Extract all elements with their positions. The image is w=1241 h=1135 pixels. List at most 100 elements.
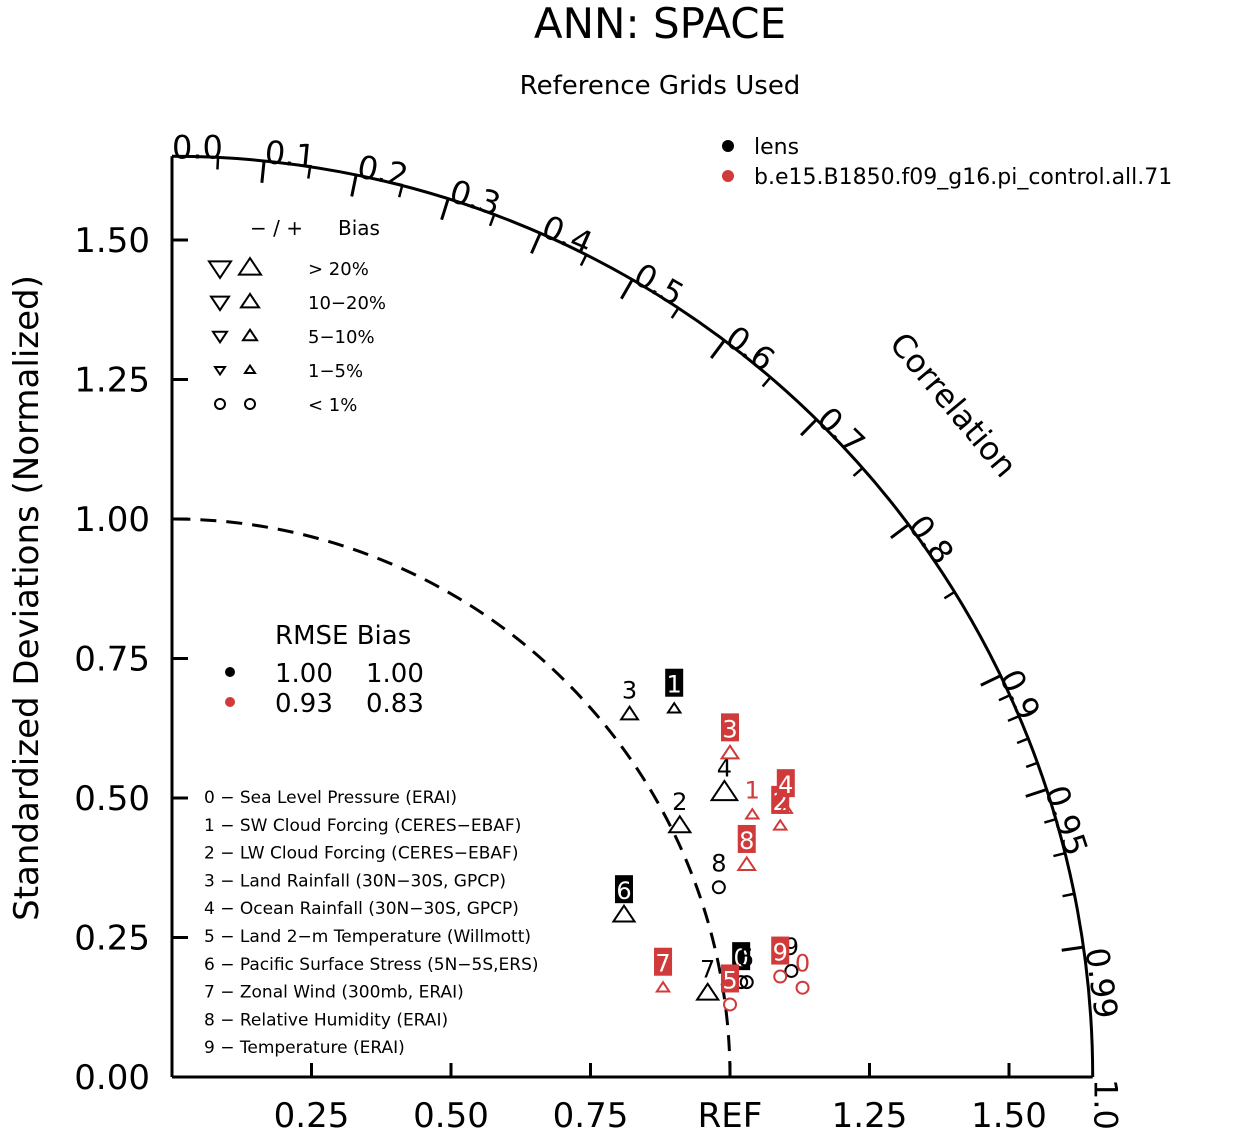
variable-legend-item: 9 − Temperature (ERAI) (204, 1038, 405, 1058)
x-tick-label: 1.25 (832, 1096, 908, 1135)
correlation-minor-tick (307, 166, 312, 179)
data-label: 8 (739, 827, 754, 855)
variable-legend-item: 3 − Land Rainfall (30N−30S, GPCP) (204, 871, 506, 891)
correlation-tick (530, 232, 542, 254)
data-marker (795, 980, 810, 995)
variable-legend-item: 7 − Zonal Wind (300mb, ERAI) (204, 983, 464, 1003)
correlation-tick-label: 0.99 (1078, 945, 1126, 1021)
rmse-legend-dot (225, 667, 235, 677)
variable-legend-item: 5 − Land 2−m Temperature (Willmott) (204, 927, 531, 947)
data-label: 8 (711, 849, 726, 877)
data-label: 1 (745, 777, 760, 805)
data-label: 4 (778, 771, 793, 799)
data-marker (667, 814, 693, 834)
correlation-minor-tick (1053, 851, 1066, 858)
correlation-minor-tick (397, 185, 404, 198)
correlation-minor-tick (579, 254, 588, 267)
data-label-box (737, 824, 756, 853)
data-label-box (614, 875, 633, 904)
circle-icon (244, 398, 256, 410)
bias-legend-label: < 1% (308, 395, 357, 416)
correlation-minor-tick (761, 376, 772, 388)
x-tick-label: 1.50 (971, 1096, 1047, 1135)
y-axis-label: Standardized Deviations (Normalized) (7, 275, 47, 921)
variable-legend-item: 6 − Pacific Surface Stress (5N−5S,ERS) (204, 955, 539, 975)
y-tick-label: 0.25 (74, 919, 150, 959)
bias-legend-value: 1.00 (366, 659, 424, 689)
data-marker (619, 704, 640, 721)
correlation-tick (350, 174, 358, 197)
legend-bias: − / + Bias > 20% 10−20% 5−10% 1−5% < 1% (207, 216, 386, 416)
correlation-minor-tick (1016, 737, 1029, 745)
correlation-tick (710, 339, 726, 359)
correlation-tick (440, 198, 450, 221)
correlation-tick-label: 0.95 (1037, 781, 1095, 861)
y-tick-label: 0.75 (74, 640, 150, 680)
data-marker (654, 980, 672, 993)
triangle-up-icon (237, 256, 263, 276)
correlation-tick-label: 1.0 (1087, 1079, 1125, 1130)
legend-dot (722, 140, 734, 152)
y-tick-label: 0.00 (74, 1058, 150, 1098)
triangle-up-icon (239, 292, 261, 309)
correlation-minor-tick (216, 157, 220, 170)
data-marker (739, 975, 754, 990)
correlation-minor-tick (1025, 761, 1038, 769)
correlation-minor-tick (1007, 715, 1020, 723)
variable-legend-item: 2 − LW Cloud Forcing (CERES−EBAF) (204, 844, 518, 864)
legend-cases: lens b.e15.B1850.f09_g16.pi_control.all.7… (722, 135, 1172, 190)
outer-arc (171, 154, 1095, 1078)
data-label: 9 (773, 939, 788, 967)
bias-legend-title: Bias (338, 216, 380, 240)
chart-title: ANN: SPACE (534, 0, 786, 48)
correlation-tick-label: 0.8 (901, 508, 962, 572)
correlation-tick-label: 0.3 (445, 172, 505, 224)
correlation-tick-label: 0.1 (263, 133, 317, 176)
y-tick-label: 1.25 (74, 361, 150, 401)
data-label-box (771, 936, 790, 965)
correlation-tick (1025, 788, 1048, 798)
data-label: 0 (795, 950, 810, 978)
correlation-tick-label: 0.5 (627, 255, 690, 313)
bias-legend-label: 1−5% (308, 361, 363, 382)
data-marker (711, 880, 726, 895)
correlation-tick-label: 0.6 (718, 318, 782, 379)
data-label-box (721, 964, 739, 993)
correlation-tick-label: 0.0 (172, 128, 223, 166)
data-label: 3 (722, 715, 737, 743)
rmse-legend-dot (225, 697, 235, 707)
x-tick-label: REF (698, 1096, 763, 1135)
variable-legend-item: 8 − Relative Humidity (ERAI) (204, 1010, 448, 1030)
y-tick-label: 1.50 (74, 221, 150, 261)
data-label: 7 (700, 955, 715, 983)
correlation-tick (980, 674, 1002, 687)
bias-legend-label: 10−20% (308, 293, 386, 314)
data-label-box (665, 668, 684, 697)
correlation-minor-tick (1062, 892, 1075, 898)
correlation-minor-tick (943, 590, 956, 600)
data-label: 4 (717, 754, 732, 782)
legend-dot (722, 170, 734, 182)
correlation-tick-label: 0.7 (809, 399, 872, 462)
data-marker (744, 807, 761, 820)
correlation-tick (890, 523, 910, 539)
chart-subtitle: Reference Grids Used (520, 71, 801, 101)
x-tick-label: 0.25 (274, 1096, 350, 1135)
data-label: 1 (667, 671, 682, 699)
x-tick-label: 0.75 (553, 1096, 629, 1135)
data-label: 7 (655, 950, 670, 978)
data-marker (709, 779, 740, 802)
correlation-minor-tick (998, 694, 1011, 702)
legend-variables: 0 − Sea Level Pressure (ERAI) 1 − SW Clou… (204, 788, 539, 1058)
bias-legend-sign: − / + (250, 216, 303, 240)
data-label-box (721, 713, 739, 742)
circle-icon (214, 398, 226, 410)
data-label: 3 (622, 676, 637, 704)
triangle-down-icon (213, 366, 227, 377)
legend-case-label: b.e15.B1850.f09_g16.pi_control.all.71 (754, 165, 1172, 190)
correlation-tick (1061, 945, 1084, 952)
reference-arc (171, 517, 732, 1078)
data-marker (777, 801, 794, 814)
correlation-tick (260, 160, 266, 183)
